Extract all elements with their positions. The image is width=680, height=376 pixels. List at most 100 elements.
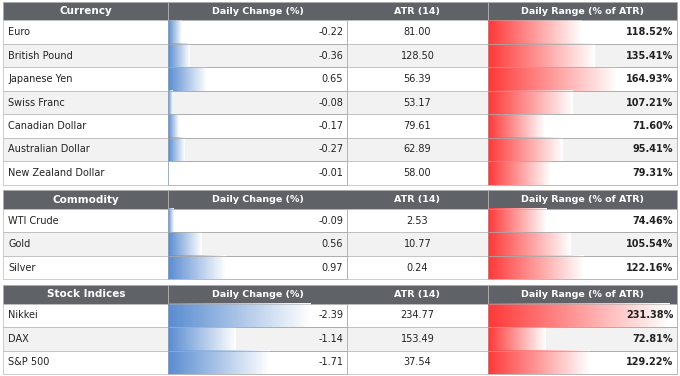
Bar [488,285,489,304]
Text: DAX: DAX [8,334,29,344]
Bar [488,91,677,114]
Bar [169,138,347,161]
Bar [3,67,169,91]
Text: Daily Change (%): Daily Change (%) [211,7,303,16]
Bar [3,114,169,138]
Text: -0.08: -0.08 [318,97,343,108]
Text: ATR (14): ATR (14) [394,290,441,299]
Bar [488,232,677,256]
Bar [488,304,677,327]
Text: Silver: Silver [8,262,35,273]
Bar [169,67,347,91]
Bar [3,2,677,20]
Text: 135.41%: 135.41% [626,51,673,61]
Text: Daily Change (%): Daily Change (%) [211,195,303,204]
Bar [488,138,677,161]
Bar [169,138,347,161]
Bar [488,304,677,327]
Bar [3,91,169,114]
Bar [488,351,677,374]
Bar [3,161,169,185]
Text: -2.39: -2.39 [318,311,343,320]
Bar [169,327,347,351]
Text: 79.31%: 79.31% [632,168,673,178]
Bar [169,114,347,138]
Text: 58.00: 58.00 [404,168,431,178]
Text: 128.50: 128.50 [401,51,435,61]
Text: 231.38%: 231.38% [626,311,673,320]
Bar [169,304,347,327]
Bar [347,351,488,374]
Bar [3,351,169,374]
Bar [347,161,488,185]
Bar [347,91,488,114]
Bar [169,44,347,67]
Bar [488,161,677,185]
Bar [169,256,347,279]
Bar [488,67,677,91]
Text: 122.16%: 122.16% [626,262,673,273]
Bar [169,232,347,256]
Bar [347,232,488,256]
Bar [488,91,677,114]
Text: Commodity: Commodity [52,195,119,205]
Text: 95.41%: 95.41% [632,144,673,155]
Text: 71.60%: 71.60% [632,121,673,131]
Bar [169,256,347,279]
Text: -0.09: -0.09 [318,216,343,226]
Text: British Pound: British Pound [8,51,73,61]
Bar [347,20,488,44]
Text: 129.22%: 129.22% [626,358,673,367]
Text: Nikkei: Nikkei [8,311,38,320]
Bar [169,91,347,114]
Bar [3,256,169,279]
Bar [488,256,677,279]
Bar [488,256,677,279]
Text: 2.53: 2.53 [407,216,428,226]
Bar [169,161,347,185]
Bar [3,20,169,44]
Text: 10.77: 10.77 [403,239,431,249]
Text: 0.97: 0.97 [322,262,343,273]
Bar [169,327,347,351]
Text: -1.14: -1.14 [318,334,343,344]
Text: Euro: Euro [8,27,30,37]
Text: -0.17: -0.17 [318,121,343,131]
Bar [488,67,677,91]
Bar [169,114,347,138]
Text: 164.93%: 164.93% [626,74,673,84]
Bar [347,209,488,232]
Bar [3,285,677,304]
Text: 118.52%: 118.52% [626,27,673,37]
Bar [347,256,488,279]
Bar [3,190,677,209]
Bar [169,209,347,232]
Text: 0.65: 0.65 [322,74,343,84]
Text: 153.49: 153.49 [401,334,435,344]
Text: -1.71: -1.71 [318,358,343,367]
Bar [169,44,347,67]
Text: Swiss Franc: Swiss Franc [8,97,65,108]
Text: Gold: Gold [8,239,31,249]
Bar [488,20,677,44]
Text: Daily Range (% of ATR): Daily Range (% of ATR) [521,290,644,299]
Text: WTI Crude: WTI Crude [8,216,58,226]
Text: Canadian Dollar: Canadian Dollar [8,121,86,131]
Bar [488,209,677,232]
Bar [347,114,488,138]
Text: Stock Indices: Stock Indices [47,290,125,300]
Bar [169,304,347,327]
Text: 53.17: 53.17 [403,97,431,108]
Bar [347,67,488,91]
Bar [488,44,677,67]
Bar [3,279,677,285]
Bar [169,20,347,44]
Bar [347,304,488,327]
Text: S&P 500: S&P 500 [8,358,50,367]
Bar [488,161,677,185]
Bar [3,209,169,232]
Bar [347,44,488,67]
Text: 56.39: 56.39 [404,74,431,84]
Text: 0.56: 0.56 [322,239,343,249]
Bar [169,67,347,91]
